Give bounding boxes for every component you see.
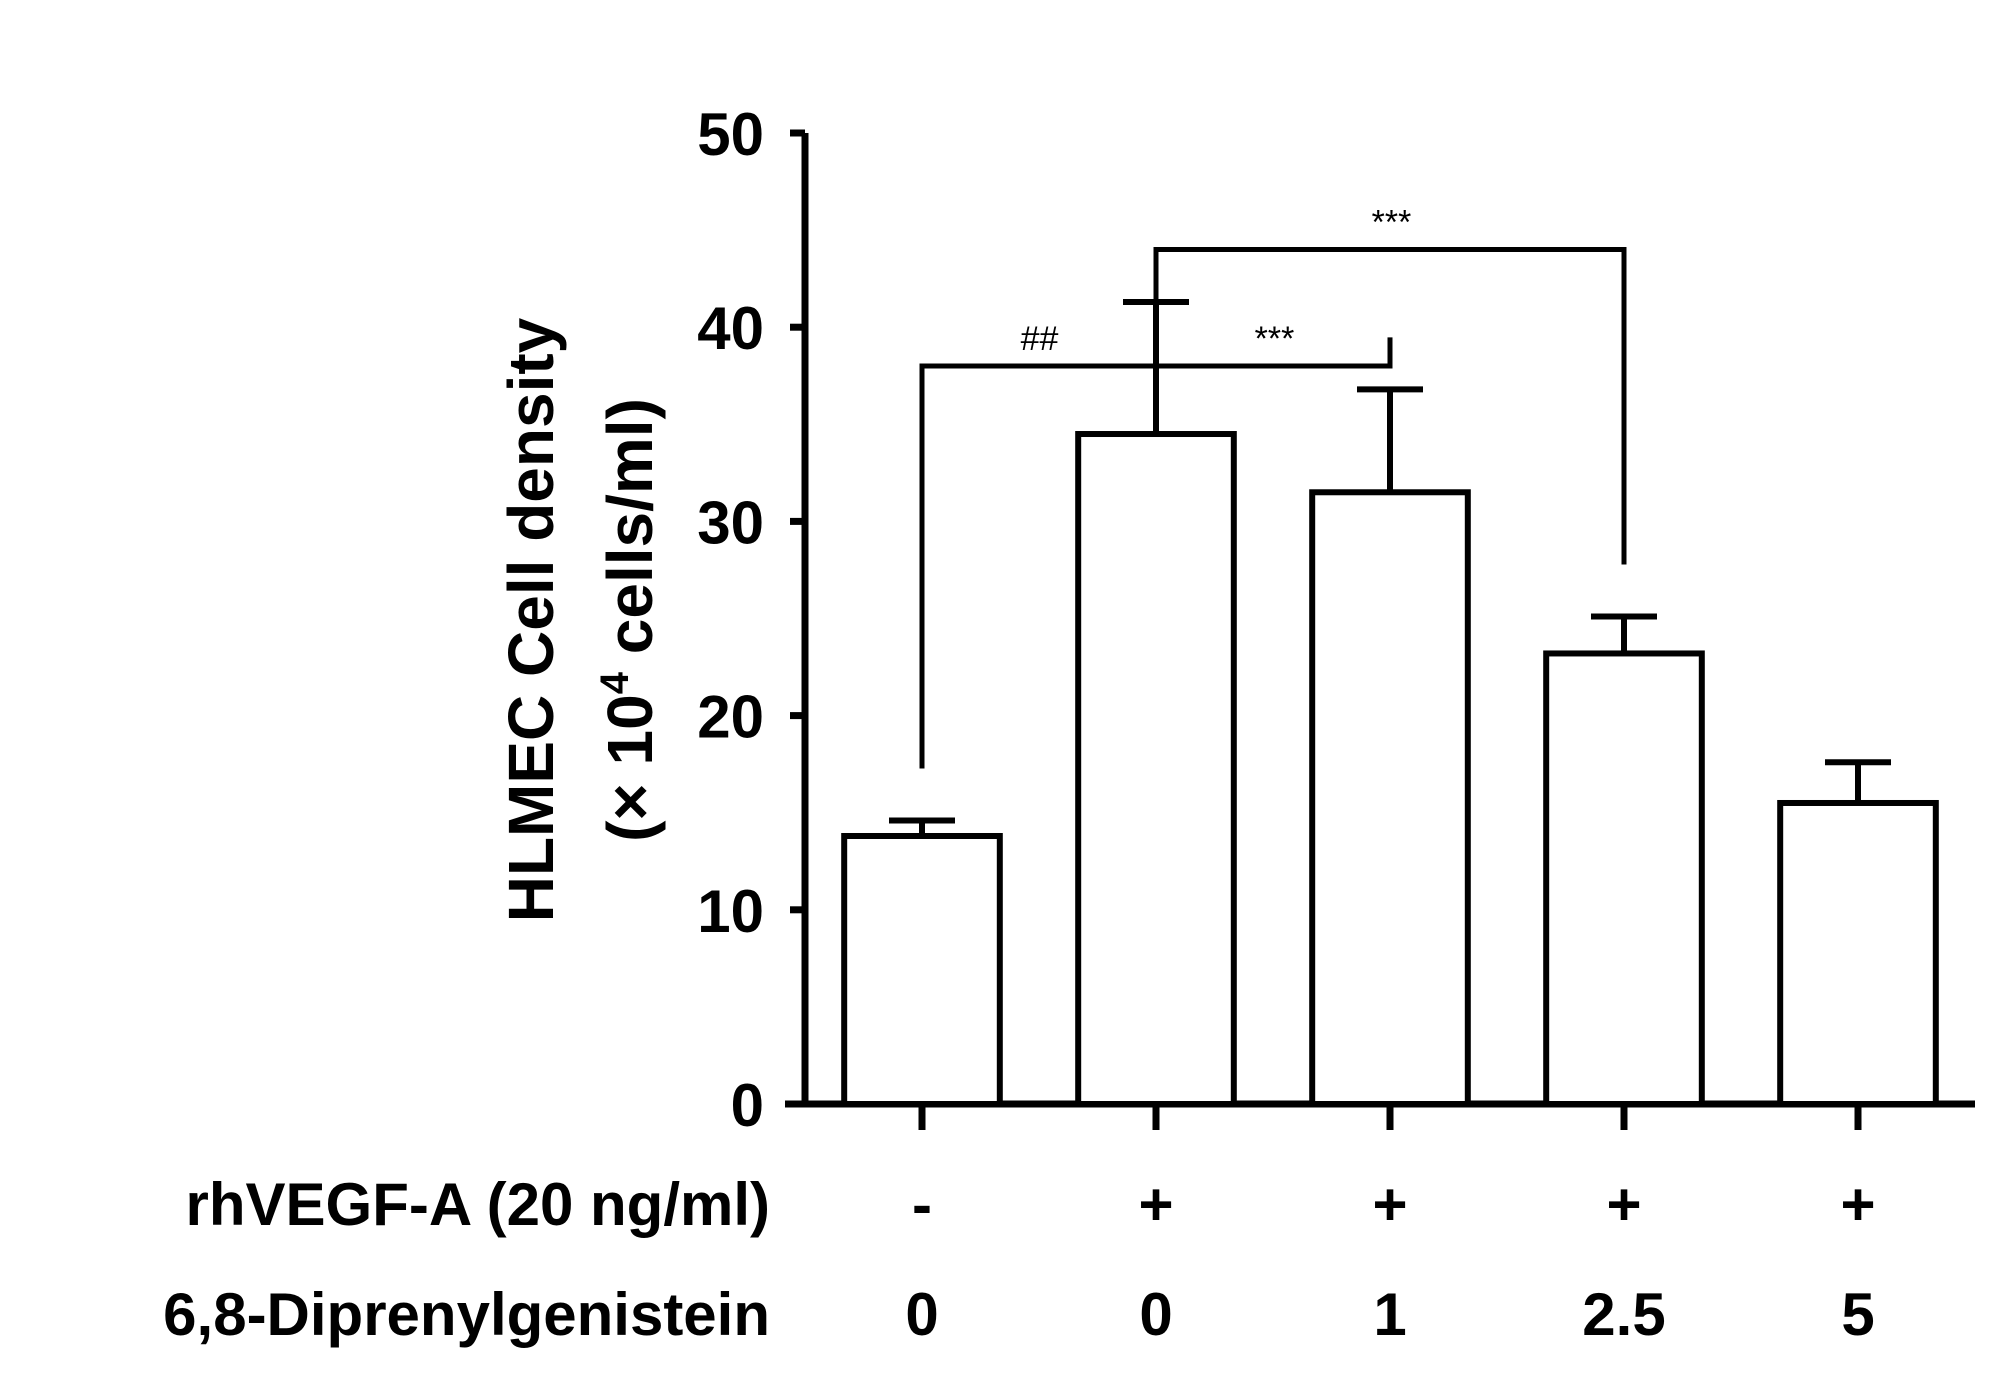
bar [1075,431,1237,1107]
bar [841,833,1003,1108]
y-tick-label: 40 [697,295,764,362]
factor-value: + [1372,1171,1407,1238]
factor-value: 2.5 [1582,1281,1665,1348]
factor-value: + [1138,1171,1173,1238]
factor-value: 1 [1373,1281,1406,1348]
significance-label: *** [1370,204,1411,242]
significance-label: ## [1020,320,1059,358]
significance-bracket [1153,337,1393,389]
factor-label: rhVEGF-A (20 ng/ml) [186,1171,770,1238]
factor-value: 0 [905,1281,938,1348]
factor-value: + [1606,1171,1641,1238]
bar [1543,650,1705,1107]
bar-group [841,431,1939,1108]
significance-bracket [1153,247,1627,565]
factor-value: + [1840,1171,1875,1238]
y-tick-label: 0 [731,1072,764,1139]
factor-table: rhVEGF-A (20 ng/ml) - + + + +6,8-Diprenylgeni… [163,1171,1875,1348]
bar [1777,799,1939,1107]
bar [1309,489,1471,1107]
factor-value: 5 [1841,1281,1874,1348]
y-tick-label: 30 [697,489,764,556]
factor-value: - [912,1171,932,1238]
y-tick-label: 10 [697,878,764,945]
factor-value: 0 [1139,1281,1172,1348]
x-tick-group [918,1104,1862,1130]
y-tick-label: 50 [697,101,764,168]
y-axis-label-line2: (× 104 cells/ml) [593,398,666,842]
y-axis-label-superscript: 4 [593,671,637,694]
y-tick-group: 0 10 20 30 40 50 [697,101,805,1139]
significance-label: *** [1253,320,1294,358]
y-tick-label: 20 [697,684,764,751]
y-axis-label-prefix: (× 10 [594,694,666,842]
significance-group: ## *** *** [919,204,1627,769]
factor-label: 6,8-Diprenylgenistein [163,1281,770,1348]
error-bar-group [889,298,1891,837]
y-axis-label-suffix: cells/ml) [594,398,666,672]
significance-bracket [919,249,1159,769]
y-axis-label-line1: HLMEC Cell density [495,317,567,922]
